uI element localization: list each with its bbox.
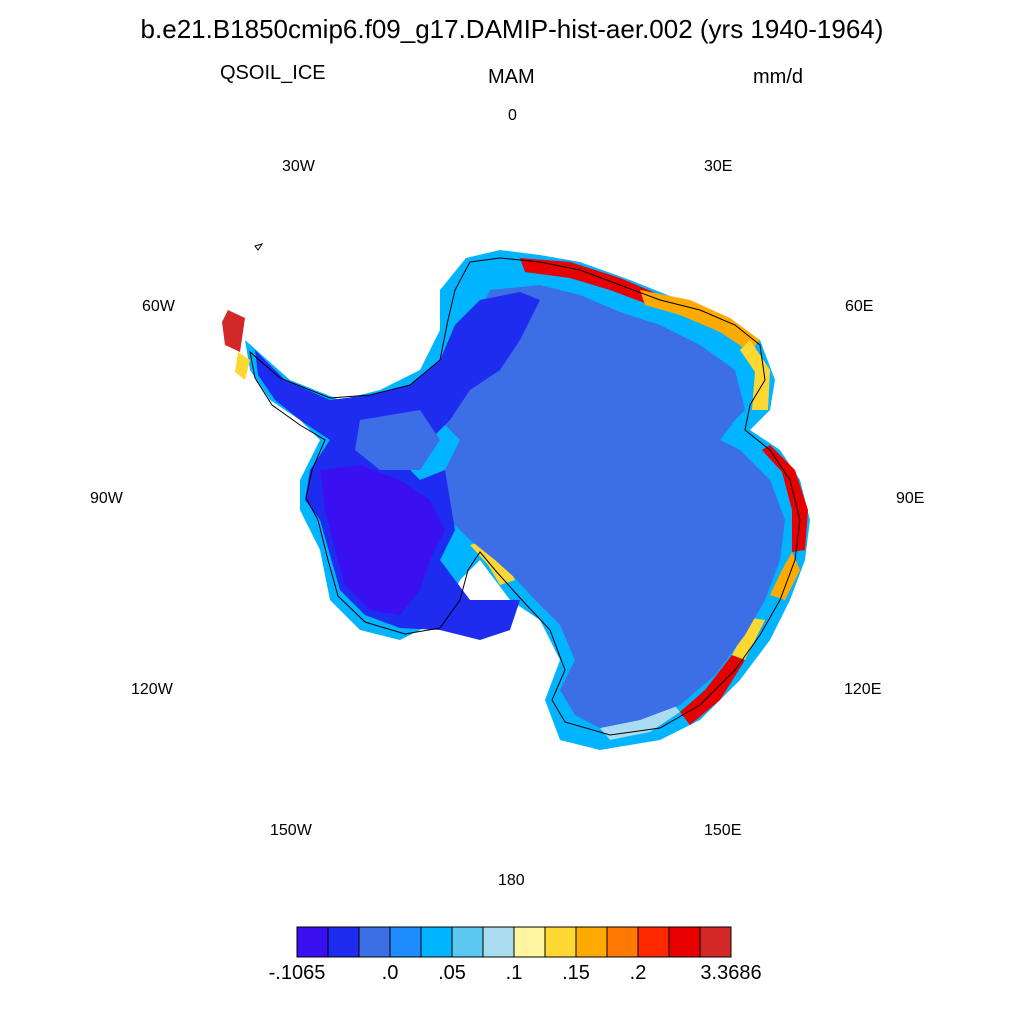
colorbar-swatch-12 (668, 926, 701, 958)
peninsula-tip-red (222, 310, 245, 352)
coast-yellow-band-southeast (732, 618, 765, 660)
colorbar-swatch-6 (482, 926, 515, 958)
lon-label-90w: 90W (90, 490, 123, 507)
colorbar-label-1: .0 (381, 962, 399, 984)
lon-label-90e: 90E (896, 490, 925, 507)
colorbar-swatch-2 (358, 926, 391, 958)
coast-yellow-band-east (740, 340, 770, 410)
lon-label-30e: 30E (704, 158, 733, 175)
colorbar-swatch-7 (513, 926, 546, 958)
colorbar-label-6: 3.3686 (700, 962, 762, 984)
colorbar-swatch-10 (606, 926, 639, 958)
season-label: MAM (488, 66, 535, 88)
lon-label-60w: 60W (142, 298, 175, 315)
colorbar-label-4: .15 (562, 962, 590, 984)
colorbar-swatch-11 (637, 926, 670, 958)
colorbar-swatch-13 (699, 926, 732, 958)
coastline (249, 257, 801, 736)
ross-embayment-warm (470, 538, 515, 585)
colorbar-label-3: .1 (505, 962, 523, 984)
units-label: mm/d (753, 66, 803, 88)
colorbar-swatch-1 (327, 926, 360, 958)
lon-label-30w: 30W (282, 158, 315, 175)
coast-red-band-east (762, 445, 808, 552)
colorbar-label-0: -.1065 (268, 962, 326, 984)
colorbar-label-2: .05 (438, 962, 466, 984)
east-antarctica-interior (440, 285, 785, 728)
plot-title: b.e21.B1850cmip6.f09_g17.DAMIP-hist-aer.… (140, 14, 884, 44)
colorbar-swatch-5 (451, 926, 484, 958)
colorbar (296, 926, 732, 958)
lon-label-0: 0 (508, 107, 517, 124)
lon-label-180: 180 (498, 872, 525, 889)
lon-label-120e: 120E (844, 681, 882, 698)
colorbar-swatch-0 (296, 926, 329, 958)
colorbar-swatch-9 (575, 926, 608, 958)
variable-label: QSOIL_ICE (220, 62, 326, 84)
west-antarctica-minimum (320, 465, 445, 615)
coast-orange-band-east (770, 552, 800, 600)
small-island-outline (254, 243, 264, 251)
colorbar-label-5: .2 (629, 962, 647, 984)
ice-divide-patch (355, 410, 440, 470)
lon-label-150w: 150W (270, 822, 312, 839)
colorbar-swatch-3 (389, 926, 422, 958)
coast-orange-band-northeast (640, 290, 760, 352)
coast-red-band-north (520, 258, 660, 305)
peninsula-tip-yellow (235, 352, 250, 380)
lon-label-60e: 60E (845, 298, 874, 315)
colorbar-swatch-4 (420, 926, 453, 958)
colorbar-swatch-8 (544, 926, 577, 958)
lon-label-120w: 120W (131, 681, 173, 698)
lon-label-150e: 150E (704, 822, 742, 839)
